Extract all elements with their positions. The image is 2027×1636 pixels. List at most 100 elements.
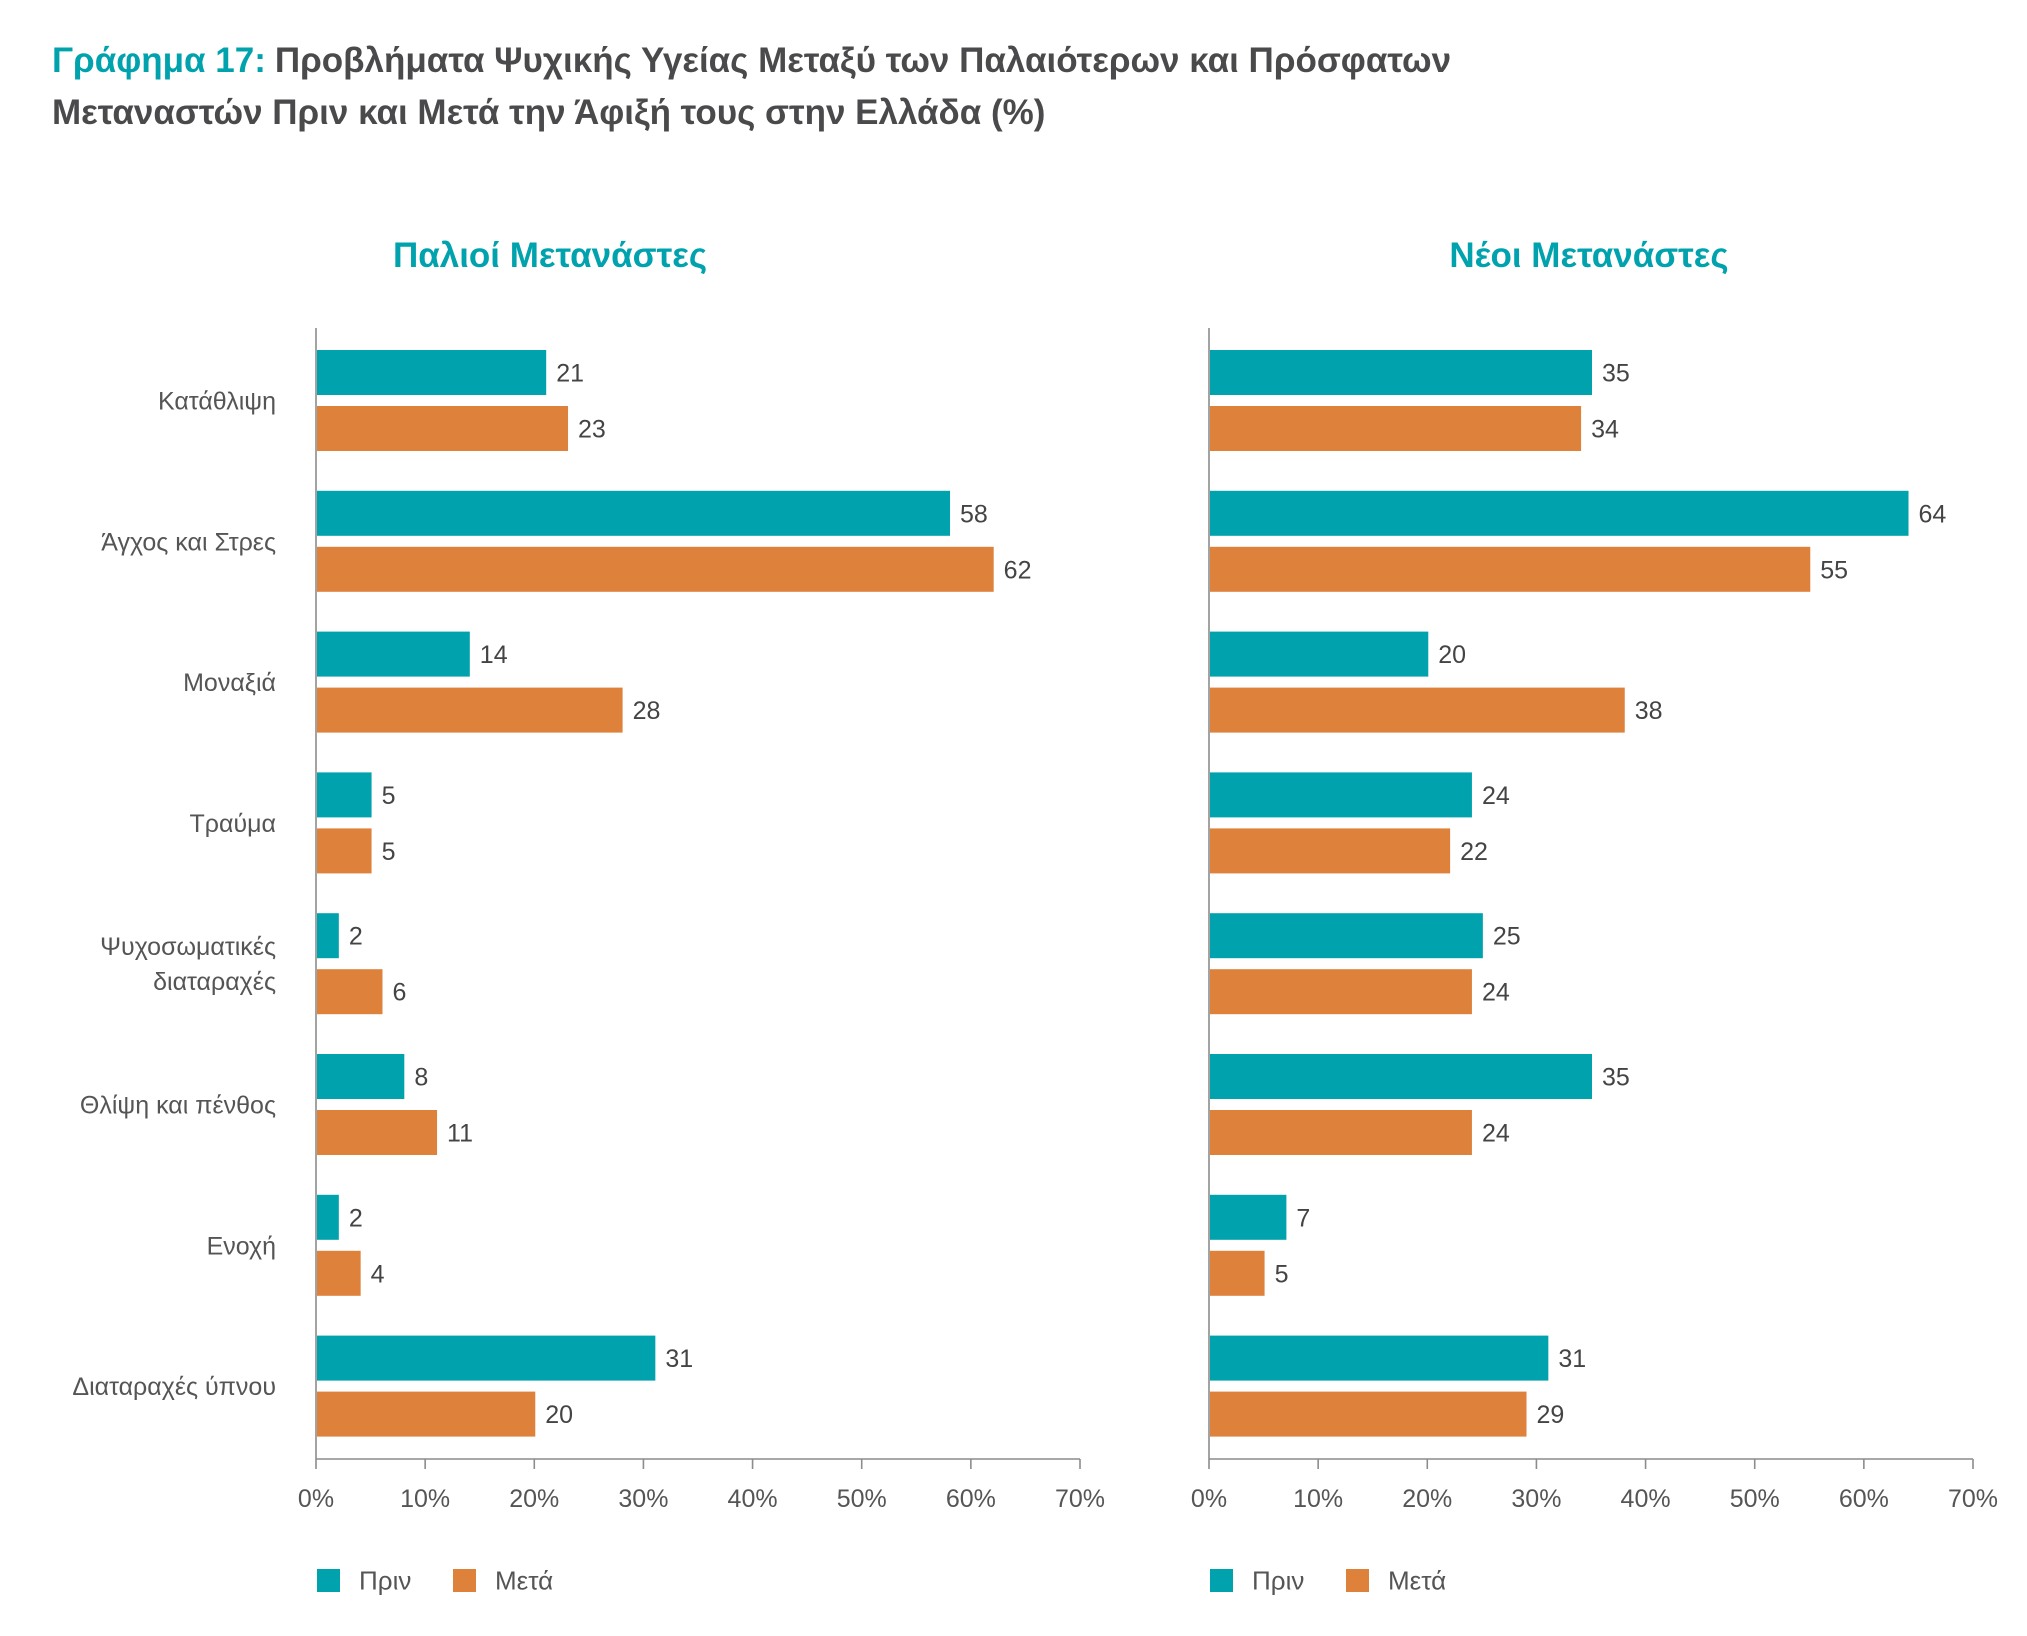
x-tick-label: 70% bbox=[1948, 1485, 1998, 1513]
bar-after bbox=[1210, 969, 1472, 1015]
bar-value-label: 4 bbox=[371, 1260, 385, 1288]
legend-label: Πριν bbox=[1252, 1566, 1304, 1596]
bar-group: 24 22 bbox=[1210, 772, 1510, 874]
legend-item: Μετά bbox=[453, 1566, 553, 1596]
bar-group: 8 11 bbox=[317, 1054, 473, 1155]
bar-after bbox=[317, 1391, 536, 1437]
bar-group: 35 24 bbox=[1210, 1054, 1630, 1155]
bar-value-label: 31 bbox=[665, 1345, 693, 1373]
bar-group: 25 24 bbox=[1210, 913, 1521, 1015]
bar-value-label: 23 bbox=[578, 416, 606, 444]
bar-before bbox=[317, 1335, 656, 1381]
category-label: Θλίψη και πένθος bbox=[80, 1092, 276, 1120]
legend-label: Μετά bbox=[495, 1566, 553, 1596]
x-tick-label: 0% bbox=[298, 1485, 334, 1513]
x-tick-label: 30% bbox=[618, 1485, 668, 1513]
x-tick-label: 10% bbox=[1293, 1485, 1343, 1513]
category-label-line: Ψυχοσωματικές bbox=[100, 933, 276, 961]
bar-group: 21 23 bbox=[317, 350, 606, 451]
panel-title: Νέοι Μετανάστες bbox=[1449, 236, 1728, 275]
x-tick-label: 0% bbox=[1191, 1485, 1227, 1513]
bar-value-label: 7 bbox=[1296, 1204, 1310, 1232]
x-tick-label: 10% bbox=[400, 1485, 450, 1513]
bar-value-label: 25 bbox=[1493, 923, 1521, 951]
x-tick-label: 60% bbox=[946, 1485, 996, 1513]
category-label: Ενοχή bbox=[207, 1232, 276, 1260]
bar-value-label: 6 bbox=[392, 979, 406, 1007]
legend-swatch bbox=[317, 1569, 340, 1592]
legend-item: Πριν bbox=[317, 1566, 411, 1596]
x-tick-label: 40% bbox=[728, 1485, 778, 1513]
category-label: Κατάθλιψη bbox=[158, 388, 276, 416]
bar-after bbox=[317, 406, 569, 451]
bar-group: 26 bbox=[317, 913, 406, 1015]
legend-item: Μετά bbox=[1346, 1566, 1446, 1596]
figure-title-text-1: Προβλήματα Ψυχικής Υγείας Μεταξύ των Παλ… bbox=[275, 41, 1451, 80]
bar-group: 75 bbox=[1210, 1194, 1310, 1296]
bar-after bbox=[1210, 1250, 1265, 1296]
bar-group: 24 bbox=[317, 1194, 385, 1296]
bar-value-label: 22 bbox=[1460, 838, 1488, 866]
legend-label: Μετά bbox=[1388, 1566, 1446, 1596]
bar-value-label: 2 bbox=[349, 1204, 363, 1232]
x-tick-label: 60% bbox=[1839, 1485, 1889, 1513]
axes: 0% 10% 20% 30% 40% 50% 60% 70% bbox=[1191, 328, 1998, 1513]
category-label: Μοναξιά bbox=[183, 669, 276, 697]
bar-value-label: 20 bbox=[545, 1401, 573, 1429]
legend-item: Πριν bbox=[1210, 1566, 1304, 1596]
bar-group: 58 62 bbox=[317, 490, 1031, 592]
bar-after bbox=[1210, 828, 1451, 874]
bar-value-label: 5 bbox=[382, 838, 396, 866]
bar-after bbox=[317, 1110, 438, 1155]
bar-value-label: 34 bbox=[1591, 416, 1619, 444]
x-tick-label: 30% bbox=[1511, 1485, 1561, 1513]
category-label: Ψυχοσωματικές διαταραχές bbox=[100, 933, 276, 996]
bar-after bbox=[1210, 406, 1582, 451]
bar-value-label: 24 bbox=[1482, 979, 1510, 1007]
bar-before bbox=[317, 772, 372, 818]
bar-value-label: 28 bbox=[633, 697, 661, 725]
bar-value-label: 20 bbox=[1438, 641, 1466, 669]
bar-after bbox=[1210, 546, 1811, 592]
legend: Πριν Μετά bbox=[317, 1566, 553, 1596]
bar-value-label: 5 bbox=[1275, 1260, 1289, 1288]
bar-before bbox=[317, 913, 339, 959]
bar-group: 31 20 bbox=[317, 1335, 693, 1437]
bar-group: 64 55 bbox=[1210, 490, 1946, 592]
bar-before bbox=[1210, 350, 1592, 395]
bar-after bbox=[317, 969, 383, 1015]
figure-title-line-1: Γράφημα 17: Προβλήματα Ψυχικής Υγείας Μετ… bbox=[52, 41, 1451, 80]
bar-value-label: 31 bbox=[1558, 1345, 1586, 1373]
bar-value-label: 24 bbox=[1482, 782, 1510, 810]
category-label: Διαταραχές ύπνου bbox=[72, 1373, 276, 1401]
bar-before bbox=[317, 350, 547, 395]
x-tick-label: 20% bbox=[509, 1485, 559, 1513]
bar-value-label: 8 bbox=[414, 1064, 428, 1092]
category-label: Τραύμα bbox=[190, 810, 276, 838]
x-tick-label: 20% bbox=[1402, 1485, 1452, 1513]
bar-value-label: 21 bbox=[556, 360, 584, 388]
bar-before bbox=[1210, 772, 1472, 818]
bar-value-label: 55 bbox=[1820, 556, 1848, 584]
legend-swatch bbox=[453, 1569, 476, 1592]
bar-before bbox=[317, 1054, 405, 1099]
bar-before bbox=[317, 631, 470, 677]
bar-before bbox=[317, 490, 951, 536]
figure-label: Γράφημα 17: bbox=[52, 41, 266, 80]
bar-value-label: 14 bbox=[480, 641, 508, 669]
bar-group: 35 34 bbox=[1210, 350, 1630, 451]
bar-group: 55 bbox=[317, 772, 396, 874]
bar-after bbox=[317, 828, 372, 874]
bar-value-label: 38 bbox=[1635, 697, 1663, 725]
bar-value-label: 5 bbox=[382, 782, 396, 810]
bar-value-label: 35 bbox=[1602, 360, 1630, 388]
bar-after bbox=[317, 687, 623, 733]
bar-value-label: 58 bbox=[960, 500, 988, 528]
legend-swatch bbox=[1346, 1569, 1369, 1592]
category-label: Άγχος και Στρες bbox=[101, 528, 276, 556]
bar-after bbox=[1210, 687, 1625, 733]
